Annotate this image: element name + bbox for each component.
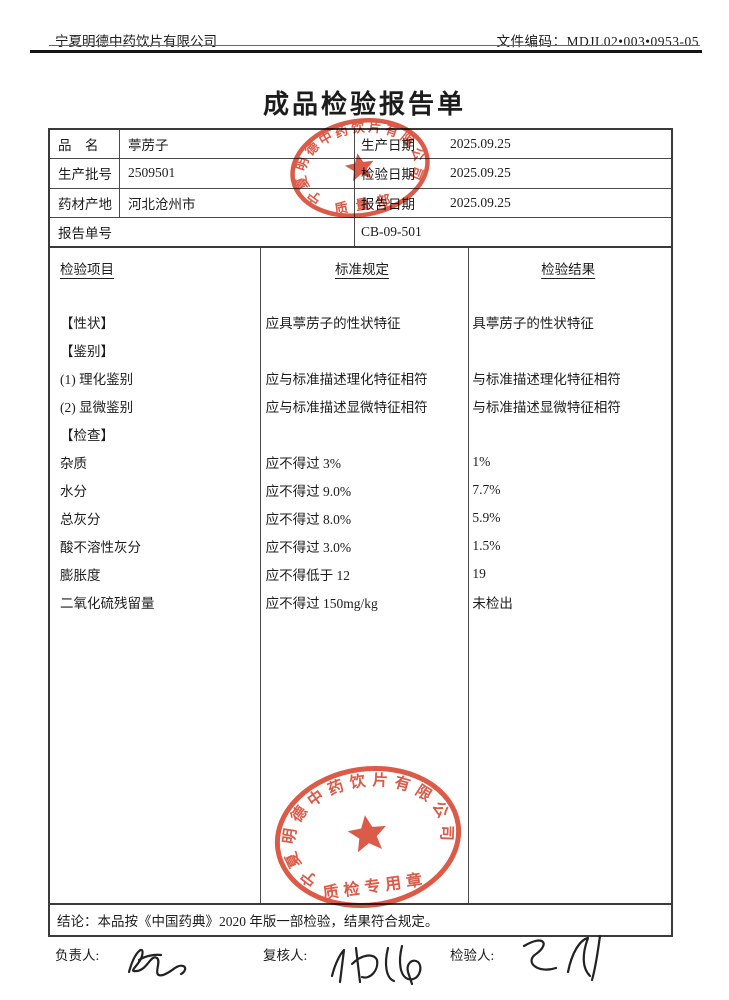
table-row: 【鉴别】 — [50, 336, 671, 364]
table-row: 膨胀度 应不得低于 12 19 — [50, 560, 671, 588]
column-divider — [468, 248, 469, 903]
star-icon — [347, 815, 386, 853]
qc-seal-stamp: 宁夏明德中药饮片有限公司 质检专用章 — [272, 759, 462, 909]
info-value: 葶苈子 — [120, 130, 355, 159]
info-date-value: 2025.09.25 — [450, 165, 511, 181]
info-row: 生产批号 2509501 检验日期 2025.09.25 — [50, 159, 671, 189]
table-row: 【检查】 — [50, 420, 671, 448]
info-value: 河北沧州市 — [120, 188, 355, 217]
test-standard: 应不得过 3.0% — [265, 540, 352, 555]
test-table-header: 检验项目 标准规定 检验结果 — [50, 258, 671, 278]
test-item: (1) 理化鉴别 — [60, 372, 134, 387]
col-header-result: 检验结果 — [541, 262, 596, 277]
header-rule-thick — [30, 50, 702, 53]
inspector-label: 检验人: — [450, 948, 495, 963]
test-result: 5.9% — [472, 510, 501, 525]
report-no-row: 报告单号 CB-09-501 — [50, 217, 671, 246]
test-standard: 应不得过 8.0% — [265, 512, 352, 527]
info-date-label: 生产日期 — [361, 138, 415, 154]
table-row: 酸不溶性灰分 应不得过 3.0% 1.5% — [50, 532, 671, 560]
test-standard: 应与标准描述理化特征相符 — [265, 372, 428, 387]
company-name: 宁夏明德中药饮片有限公司 — [55, 34, 217, 49]
column-divider — [260, 248, 261, 903]
test-standard: 应具葶苈子的性状特征 — [265, 316, 401, 331]
info-right-cell: 检验日期 2025.09.25 — [355, 159, 671, 187]
test-result: 具葶苈子的性状特征 — [472, 316, 594, 331]
info-date-value: 2025.09.25 — [450, 136, 511, 152]
test-item: (2) 显微鉴别 — [60, 400, 134, 415]
test-item: 酸不溶性灰分 — [60, 540, 141, 555]
info-date-label: 检验日期 — [361, 167, 415, 183]
test-result: 未检出 — [472, 596, 513, 611]
test-item: 总灰分 — [60, 512, 101, 527]
test-item: 【性状】 — [60, 316, 114, 331]
info-right-cell: 生产日期 2025.09.25 — [355, 130, 671, 158]
table-row: 水分 应不得过 9.0% 7.7% — [50, 476, 671, 504]
table-row: 总灰分 应不得过 8.0% 5.9% — [50, 504, 671, 532]
test-standard: 应不得过 3% — [265, 456, 342, 471]
table-row: 杂质 应不得过 3% 1% — [50, 448, 671, 476]
test-table-body: 【性状】 应具葶苈子的性状特征 具葶苈子的性状特征 【鉴别】 (1) 理化鉴别 … — [50, 308, 671, 616]
info-label: 药材产地 — [50, 188, 120, 217]
col-header-standard: 标准规定 — [335, 262, 390, 277]
responsible-signature — [127, 948, 187, 977]
test-result: 19 — [472, 566, 486, 581]
header-rule-thin — [49, 45, 700, 46]
responsible-label: 负责人: — [55, 948, 100, 963]
test-item: 【鉴别】 — [60, 344, 114, 359]
reviewer-label: 复核人: — [263, 948, 308, 963]
test-standard: 应不得低于 12 — [265, 568, 351, 583]
test-standard: 应不得过 9.0% — [265, 484, 352, 499]
document-code-label: 文件编码： — [496, 34, 567, 49]
stamp-caption-text: 质检专用章 — [322, 869, 429, 902]
info-label: 生产批号 — [50, 159, 120, 188]
test-result: 与标准描述显微特征相符 — [472, 400, 621, 415]
reviewer-signature — [330, 944, 422, 986]
table-row: 二氧化硫残留量 应不得过 150mg/kg 未检出 — [50, 588, 671, 616]
col-header-item: 检验项目 — [60, 262, 114, 277]
test-standard: 应与标准描述显微特征相符 — [265, 400, 428, 415]
test-standard: 应不得过 150mg/kg — [265, 596, 378, 611]
test-result: 与标准描述理化特征相符 — [472, 372, 621, 387]
test-item: 膨胀度 — [60, 568, 101, 583]
info-date-value: 2025.09.25 — [450, 194, 511, 210]
info-label: 品 名 — [50, 130, 120, 159]
report-no-label: 报告单号 — [50, 217, 355, 246]
test-item: 【检查】 — [60, 428, 114, 443]
report-no-value: CB-09-501 — [361, 223, 422, 239]
test-item: 水分 — [60, 484, 87, 499]
test-result: 7.7% — [472, 482, 501, 497]
test-item: 二氧化硫残留量 — [60, 596, 155, 611]
document-code: 文件编码：MDJL02•003•0953-05 — [497, 30, 699, 50]
inspector-signature — [522, 934, 602, 982]
test-result: 1% — [472, 454, 491, 469]
quality-dept-stamp: 宁夏明德中药饮片有限公司 质量部 — [285, 109, 432, 219]
star-icon — [344, 153, 374, 182]
test-result: 1.5% — [472, 538, 501, 553]
table-row: (1) 理化鉴别 应与标准描述理化特征相符 与标准描述理化特征相符 — [50, 364, 671, 392]
table-row: (2) 显微鉴别 应与标准描述显微特征相符 与标准描述显微特征相符 — [50, 392, 671, 420]
document-code-value: MDJL02•003•0953-05 — [566, 34, 699, 49]
test-item: 杂质 — [60, 456, 87, 471]
test-table: 检验项目 标准规定 检验结果 【性状】 应具葶苈子的性状特征 具葶苈子的性状特征… — [48, 248, 673, 903]
page-title: 成品检验报告单 — [262, 90, 466, 119]
table-row: 【性状】 应具葶苈子的性状特征 具葶苈子的性状特征 — [50, 308, 671, 336]
